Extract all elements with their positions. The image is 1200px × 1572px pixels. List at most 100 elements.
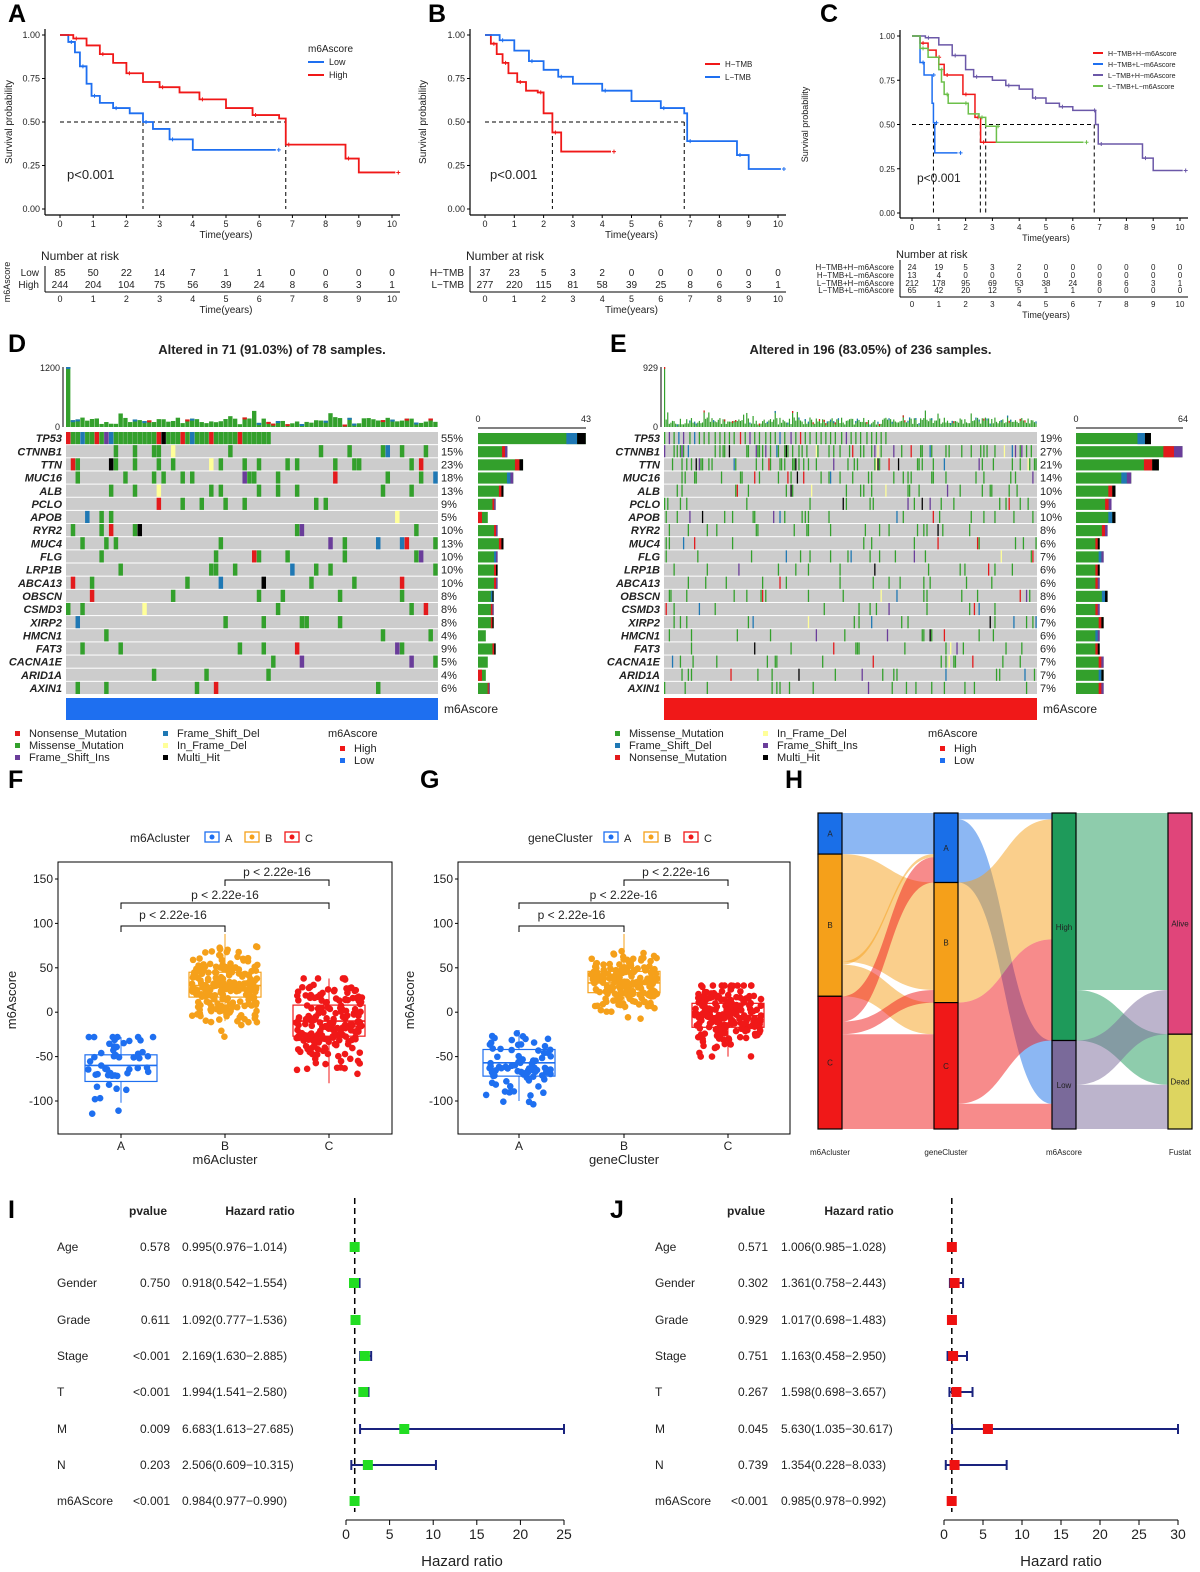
data-point <box>317 1007 325 1014</box>
data-point <box>254 961 261 969</box>
p-value: 0.578 <box>140 1240 170 1254</box>
mutation-cell <box>156 484 162 497</box>
risk-value: 58 <box>597 280 609 291</box>
gene-frequency-bar <box>478 656 488 668</box>
sankey-node-m6ascore-high <box>1051 812 1077 1042</box>
mutation-cell <box>916 524 919 537</box>
gene-frequency-segment <box>1101 656 1104 668</box>
tmb-bar-segment <box>878 423 881 426</box>
mutation-cell <box>757 668 759 681</box>
hazard-ratio-text: 0.984(0.977−0.990) <box>182 1494 287 1508</box>
censor-mark <box>144 120 148 124</box>
gene-frequency-bar <box>1076 511 1116 524</box>
gene-row-background <box>66 602 438 616</box>
tmb-bar <box>927 421 930 427</box>
data-point <box>727 982 735 989</box>
gene-name: XIRP2 <box>29 617 62 629</box>
mutation-cell <box>185 576 190 589</box>
gene-frequency-segment <box>502 446 506 458</box>
mutation-cell <box>170 432 176 445</box>
mutation-cell <box>761 589 764 602</box>
gene-percentage: 23% <box>441 459 463 471</box>
mutation-cell <box>1025 445 1028 458</box>
mutation-cell <box>681 445 683 458</box>
data-point <box>233 987 240 995</box>
risk-x-tick-label: 0 <box>57 294 62 304</box>
mutation-cell <box>991 484 993 497</box>
data-point <box>111 1072 119 1079</box>
risk-x-tick-label: 4 <box>190 294 195 304</box>
tmb-bar <box>314 420 319 427</box>
tmb-bar <box>826 421 828 427</box>
data-point <box>640 949 647 957</box>
tmb-bar <box>766 421 768 427</box>
legend-label: C <box>305 833 313 845</box>
data-point <box>331 1031 338 1038</box>
data-point <box>620 983 628 990</box>
survival-curve-0 <box>60 34 276 151</box>
data-point <box>696 1024 704 1032</box>
gene-frequency-segment <box>496 551 498 563</box>
data-point <box>594 1002 601 1010</box>
tmb-bar <box>199 422 204 427</box>
sankey-node-genecluster-c <box>933 1001 959 1130</box>
annotation-label: m6Ascore <box>444 702 498 716</box>
risk-row-label: H−TMB <box>430 268 465 279</box>
data-point <box>329 1018 337 1026</box>
tmb-bar <box>242 417 247 427</box>
data-point <box>144 1053 152 1060</box>
mutation-cell <box>1032 616 1034 629</box>
mutation-cell <box>959 563 961 576</box>
mutation-cell <box>380 445 386 458</box>
data-point <box>757 995 765 1003</box>
legend-label: Low <box>329 57 346 67</box>
data-point <box>708 1053 716 1060</box>
data-point <box>207 1018 215 1026</box>
tmb-bar-segment <box>807 421 810 424</box>
mutation-cell <box>907 471 909 484</box>
gene-frequency-bar <box>1076 498 1112 510</box>
tmb-bar-segment <box>1000 420 1002 423</box>
data-point <box>732 1027 740 1035</box>
mutation-cell <box>904 642 906 655</box>
mutation-cell <box>817 445 819 458</box>
data-point <box>193 1011 201 1018</box>
tmb-bar-segment <box>414 422 419 425</box>
mutation-cell <box>731 510 734 524</box>
mutation-cell <box>871 537 873 550</box>
x-tick-label: C <box>724 1139 733 1153</box>
data-point <box>316 1027 324 1035</box>
tmb-bar <box>792 411 794 427</box>
sankey-flow <box>842 813 934 855</box>
mutation-cell <box>785 550 787 563</box>
tmb-bar <box>94 418 99 427</box>
mutation-cell <box>194 432 200 445</box>
gene-percentage: 10% <box>441 578 463 590</box>
tmb-bar <box>880 423 882 427</box>
risk-row-label: L−TMB <box>431 280 464 291</box>
mutation-cell <box>423 602 429 616</box>
mutation-cell <box>99 510 104 524</box>
tmb-bar <box>1022 420 1024 427</box>
risk-x-axis-title: Time(years) <box>1022 310 1070 320</box>
mutation-cell <box>825 432 827 445</box>
gene-name: PCLO <box>629 499 660 511</box>
gene-frequency-bar <box>478 617 494 629</box>
y-tick-label: 0 <box>46 1005 53 1019</box>
gene-name: FLG <box>40 552 62 564</box>
mutation-cell <box>1035 537 1037 550</box>
mutation-cell <box>673 616 675 629</box>
comparison-bracket <box>623 879 729 886</box>
mutation-cell <box>856 642 859 655</box>
data-point <box>757 1002 765 1010</box>
data-point <box>712 1026 720 1033</box>
data-point <box>587 971 595 978</box>
x-tick-label: 10 <box>1014 1526 1030 1542</box>
tmb-bar <box>70 420 76 427</box>
tmb-bar <box>746 412 748 427</box>
mutation-cell <box>151 445 157 458</box>
mutation-cell <box>994 510 996 524</box>
gene-frequency-segment <box>1095 603 1098 616</box>
mutation-cell <box>409 655 414 668</box>
